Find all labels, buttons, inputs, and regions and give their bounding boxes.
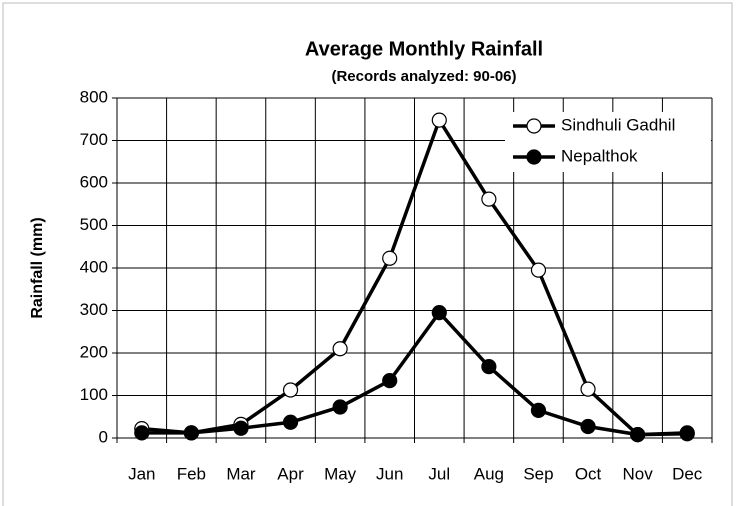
y-tick-label: 100 (80, 385, 108, 404)
x-tick-label: Sep (523, 464, 553, 483)
data-point (332, 341, 348, 357)
x-tick-label: May (324, 464, 357, 483)
chart-subtitle: (Records analyzed: 90-06) (331, 68, 516, 85)
data-point (332, 399, 348, 415)
legend-marker (526, 149, 542, 165)
legend-marker (526, 118, 542, 134)
data-point (431, 305, 447, 321)
y-tick-label: 700 (80, 130, 108, 149)
data-point (183, 425, 199, 441)
x-tick-label: Jan (128, 464, 155, 483)
y-tick-label: 400 (80, 257, 108, 276)
series-line (141, 118, 688, 437)
data-point (481, 191, 497, 207)
data-point (233, 420, 249, 436)
x-tick-label: Jul (428, 464, 450, 483)
data-point (382, 250, 398, 266)
data-point (431, 112, 447, 128)
legend-label: Nepalthok (561, 146, 638, 165)
legend-label: Sindhuli Gadhil (561, 115, 675, 134)
x-tick-label: Dec (672, 464, 703, 483)
data-point (382, 373, 398, 389)
y-tick-label: 600 (80, 172, 108, 191)
x-tick-label: Mar (226, 464, 256, 483)
y-tick-label: 0 (99, 427, 108, 446)
x-tick-label: Apr (277, 464, 304, 483)
data-point (580, 381, 596, 397)
data-point (481, 359, 497, 375)
chart-title: Average Monthly Rainfall (305, 38, 543, 60)
data-point (530, 402, 547, 418)
data-point (580, 418, 596, 435)
data-point (679, 426, 695, 442)
x-tick-label: Feb (177, 464, 206, 483)
y-axis-label: Rainfall (mm) (29, 217, 46, 318)
x-tick-label: Jun (376, 464, 403, 483)
data-point (630, 427, 646, 443)
y-tick-label: 500 (80, 215, 108, 234)
data-point (530, 262, 547, 278)
data-point (282, 382, 299, 398)
y-tick-label: 300 (80, 300, 108, 319)
x-tick-label: Nov (623, 464, 654, 483)
data-point (134, 425, 150, 441)
data-point (282, 414, 299, 430)
series-line (141, 310, 688, 437)
x-tick-label: Aug (474, 464, 504, 483)
y-tick-label: 800 (80, 87, 108, 106)
x-tick-label: Oct (575, 464, 602, 483)
y-tick-label: 200 (80, 342, 108, 361)
